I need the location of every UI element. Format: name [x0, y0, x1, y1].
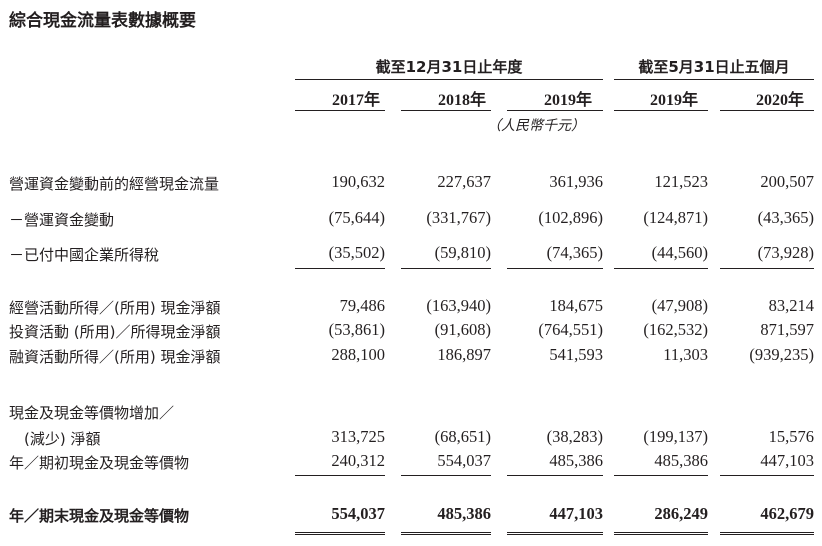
table-cell: (102,896)	[538, 208, 603, 227]
subtotal-underline	[720, 475, 814, 476]
table-cell: 240,312	[331, 451, 385, 470]
total-double-underline	[720, 532, 814, 535]
table-cell: 184,675	[549, 296, 603, 315]
table-cell: (75,644)	[328, 208, 385, 227]
row-label: 現金及現金等價物增加／	[9, 404, 175, 422]
table-cell: 190,632	[331, 172, 385, 191]
total-double-underline	[295, 532, 385, 535]
column-header: 2018年	[437, 92, 486, 109]
subtotal-underline	[507, 475, 603, 476]
table-cell: (73,928)	[757, 243, 814, 262]
row-label: －已付中國企業所得稅	[9, 246, 160, 264]
total-double-underline	[401, 532, 491, 535]
table-cell: (68,651)	[434, 427, 491, 446]
unit-label: （人民幣千元）	[487, 118, 585, 134]
table-cell: (44,560)	[651, 243, 708, 262]
row-label: －營運資金變動	[9, 211, 115, 229]
column-group-year-ended: 截至12月31日止年度	[375, 58, 523, 76]
table-cell: 361,936	[549, 172, 603, 191]
total-double-underline	[507, 532, 603, 535]
group-underline	[614, 79, 814, 80]
table-cell: (38,283)	[546, 427, 603, 446]
table-cell: (163,940)	[426, 296, 491, 315]
table-cell: (199,137)	[643, 427, 708, 446]
row-label: 年／期末現金及現金等價物	[9, 507, 190, 525]
table-cell: 200,507	[760, 172, 814, 191]
table-cell: (331,767)	[426, 208, 491, 227]
table-cell: (35,502)	[328, 243, 385, 262]
group-underline	[295, 79, 603, 80]
table-cell: 447,103	[760, 451, 814, 470]
column-header: 2017年	[331, 92, 380, 109]
table-cell: 79,486	[339, 296, 385, 315]
table-cell: 186,897	[437, 345, 491, 364]
row-label: 年／期初現金及現金等價物	[9, 454, 190, 472]
subtotal-underline	[295, 475, 385, 476]
table-cell: (162,532)	[643, 320, 708, 339]
table-cell: (764,551)	[538, 320, 603, 339]
table-cell: 286,249	[654, 504, 708, 523]
table-cell: 447,103	[549, 504, 603, 523]
subtotal-underline	[720, 268, 814, 269]
table-cell: (53,861)	[328, 320, 385, 339]
row-label: 投資活動 (所用)／所得現金淨額	[9, 323, 221, 341]
row-label: 營運資金變動前的經營現金流量	[9, 175, 220, 193]
table-cell: 15,576	[768, 427, 814, 446]
table-cell: 288,100	[331, 345, 385, 364]
table-cell: (939,235)	[749, 345, 814, 364]
subtotal-underline	[295, 268, 385, 269]
table-cell: 554,037	[331, 504, 385, 523]
table-cell: (47,908)	[651, 296, 708, 315]
header-underline	[507, 110, 603, 111]
row-label: 經營活動所得／(所用) 現金淨額	[9, 299, 221, 317]
column-header: 2019年	[649, 92, 698, 109]
page-title: 綜合現金流量表數據概要	[9, 11, 196, 31]
column-group-five-months: 截至5月31日止五個月	[638, 58, 790, 76]
subtotal-underline	[507, 268, 603, 269]
table-cell: 11,303	[663, 345, 708, 364]
table-cell: (43,365)	[757, 208, 814, 227]
table-cell: 227,637	[437, 172, 491, 191]
table-cell: 485,386	[549, 451, 603, 470]
table-cell: 121,523	[654, 172, 708, 191]
table-cell: 554,037	[437, 451, 491, 470]
subtotal-underline	[614, 475, 708, 476]
table-cell: 485,386	[437, 504, 491, 523]
row-label: 融資活動所得／(所用) 現金淨額	[9, 348, 221, 366]
table-cell: (124,871)	[643, 208, 708, 227]
table-cell: 485,386	[654, 451, 708, 470]
row-label: (減少) 淨額	[9, 430, 101, 448]
table-cell: (59,810)	[434, 243, 491, 262]
subtotal-underline	[614, 268, 708, 269]
table-cell: 83,214	[768, 296, 814, 315]
column-header: 2020年	[755, 92, 804, 109]
table-cell: 313,725	[331, 427, 385, 446]
header-underline	[401, 110, 491, 111]
table-cell: 462,679	[760, 504, 814, 523]
header-underline	[614, 110, 708, 111]
subtotal-underline	[401, 268, 491, 269]
table-cell: (74,365)	[546, 243, 603, 262]
header-underline	[720, 110, 814, 111]
total-double-underline	[614, 532, 708, 535]
table-cell: (91,608)	[434, 320, 491, 339]
table-cell: 541,593	[549, 345, 603, 364]
column-header: 2019年	[543, 92, 592, 109]
header-underline	[295, 110, 385, 111]
table-cell: 871,597	[760, 320, 814, 339]
subtotal-underline	[401, 475, 491, 476]
